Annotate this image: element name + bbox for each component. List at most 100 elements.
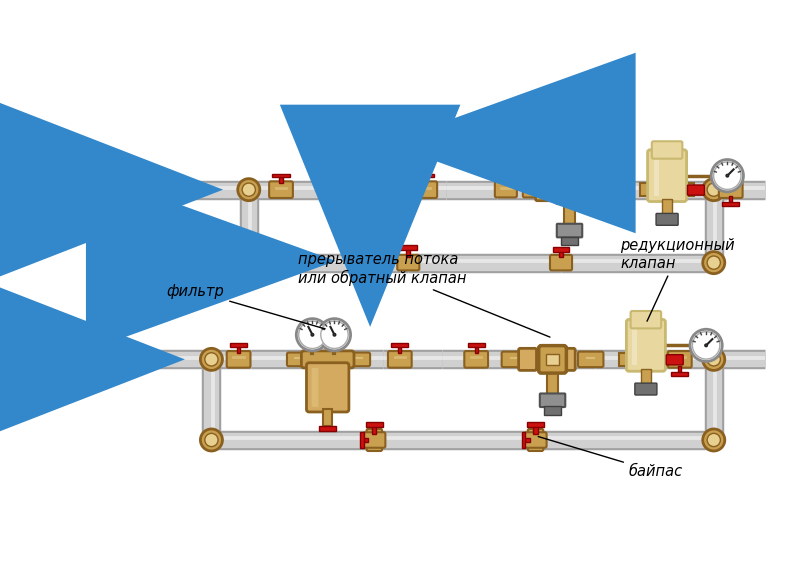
Circle shape <box>726 174 729 177</box>
FancyBboxPatch shape <box>540 393 566 407</box>
FancyBboxPatch shape <box>528 429 543 451</box>
FancyBboxPatch shape <box>652 142 682 158</box>
Bar <box>678 366 682 372</box>
Bar <box>498 175 514 178</box>
Bar <box>554 247 569 252</box>
Circle shape <box>201 348 222 370</box>
Bar <box>467 343 485 347</box>
Circle shape <box>201 429 222 451</box>
Bar <box>722 202 739 206</box>
FancyBboxPatch shape <box>518 348 537 370</box>
Circle shape <box>318 319 350 351</box>
FancyBboxPatch shape <box>593 182 618 198</box>
Bar <box>364 438 368 441</box>
FancyBboxPatch shape <box>311 368 318 407</box>
Bar <box>562 184 576 195</box>
FancyBboxPatch shape <box>495 182 517 198</box>
Bar <box>561 237 578 245</box>
Bar <box>279 177 282 183</box>
Bar <box>671 372 689 376</box>
Bar <box>640 183 650 196</box>
Bar <box>474 346 478 353</box>
Bar <box>505 178 507 183</box>
Bar <box>546 354 559 365</box>
FancyBboxPatch shape <box>226 351 250 368</box>
FancyBboxPatch shape <box>354 198 361 237</box>
FancyBboxPatch shape <box>349 193 391 242</box>
Circle shape <box>333 333 336 336</box>
FancyBboxPatch shape <box>348 353 370 366</box>
Bar <box>272 174 290 178</box>
Circle shape <box>702 252 725 274</box>
FancyBboxPatch shape <box>525 432 546 448</box>
Circle shape <box>693 332 720 359</box>
Bar <box>417 174 434 178</box>
FancyBboxPatch shape <box>687 185 705 195</box>
FancyBboxPatch shape <box>668 351 692 368</box>
FancyBboxPatch shape <box>558 348 575 370</box>
Circle shape <box>702 429 725 451</box>
Bar <box>547 371 558 396</box>
FancyBboxPatch shape <box>666 355 683 365</box>
Circle shape <box>705 344 707 346</box>
FancyBboxPatch shape <box>538 346 566 373</box>
FancyBboxPatch shape <box>363 432 386 448</box>
Bar <box>400 245 417 250</box>
FancyBboxPatch shape <box>414 181 437 198</box>
Bar <box>618 353 629 366</box>
Circle shape <box>714 162 741 190</box>
Circle shape <box>238 179 260 201</box>
Circle shape <box>702 348 725 370</box>
Bar <box>319 426 336 431</box>
Circle shape <box>242 183 255 196</box>
FancyBboxPatch shape <box>366 429 382 451</box>
Bar <box>362 256 378 261</box>
Bar <box>684 183 694 196</box>
FancyBboxPatch shape <box>344 181 397 198</box>
Bar <box>237 346 240 353</box>
Bar <box>230 343 247 347</box>
Circle shape <box>205 353 218 366</box>
Bar <box>360 432 364 448</box>
Text: фильтр: фильтр <box>166 284 325 329</box>
Bar <box>662 199 672 216</box>
FancyBboxPatch shape <box>556 176 583 203</box>
FancyBboxPatch shape <box>719 181 742 198</box>
Text: байпас: байпас <box>538 436 683 479</box>
Circle shape <box>338 149 371 181</box>
Bar <box>565 201 574 226</box>
Circle shape <box>298 321 326 349</box>
FancyBboxPatch shape <box>535 179 554 201</box>
FancyBboxPatch shape <box>398 255 419 271</box>
Bar <box>323 409 332 426</box>
FancyBboxPatch shape <box>635 383 657 395</box>
FancyBboxPatch shape <box>557 224 582 237</box>
FancyBboxPatch shape <box>550 255 572 271</box>
Circle shape <box>296 319 329 351</box>
Bar <box>366 240 374 257</box>
Bar <box>544 406 561 415</box>
Circle shape <box>702 179 725 201</box>
Circle shape <box>707 183 720 196</box>
Bar <box>522 432 525 448</box>
Bar <box>663 353 673 366</box>
Bar <box>398 346 402 353</box>
Bar <box>372 426 377 434</box>
Bar <box>391 343 409 347</box>
Bar <box>424 177 426 183</box>
Circle shape <box>711 160 743 192</box>
FancyBboxPatch shape <box>574 179 592 201</box>
FancyBboxPatch shape <box>306 363 349 412</box>
Bar <box>654 156 658 196</box>
Bar <box>641 368 651 385</box>
FancyBboxPatch shape <box>630 311 661 328</box>
FancyBboxPatch shape <box>626 319 666 371</box>
FancyBboxPatch shape <box>388 351 412 368</box>
Bar <box>406 248 410 257</box>
Circle shape <box>321 321 348 349</box>
FancyBboxPatch shape <box>464 351 488 368</box>
Bar <box>366 422 383 427</box>
Bar <box>534 426 538 434</box>
FancyBboxPatch shape <box>302 351 354 368</box>
Circle shape <box>363 151 390 179</box>
